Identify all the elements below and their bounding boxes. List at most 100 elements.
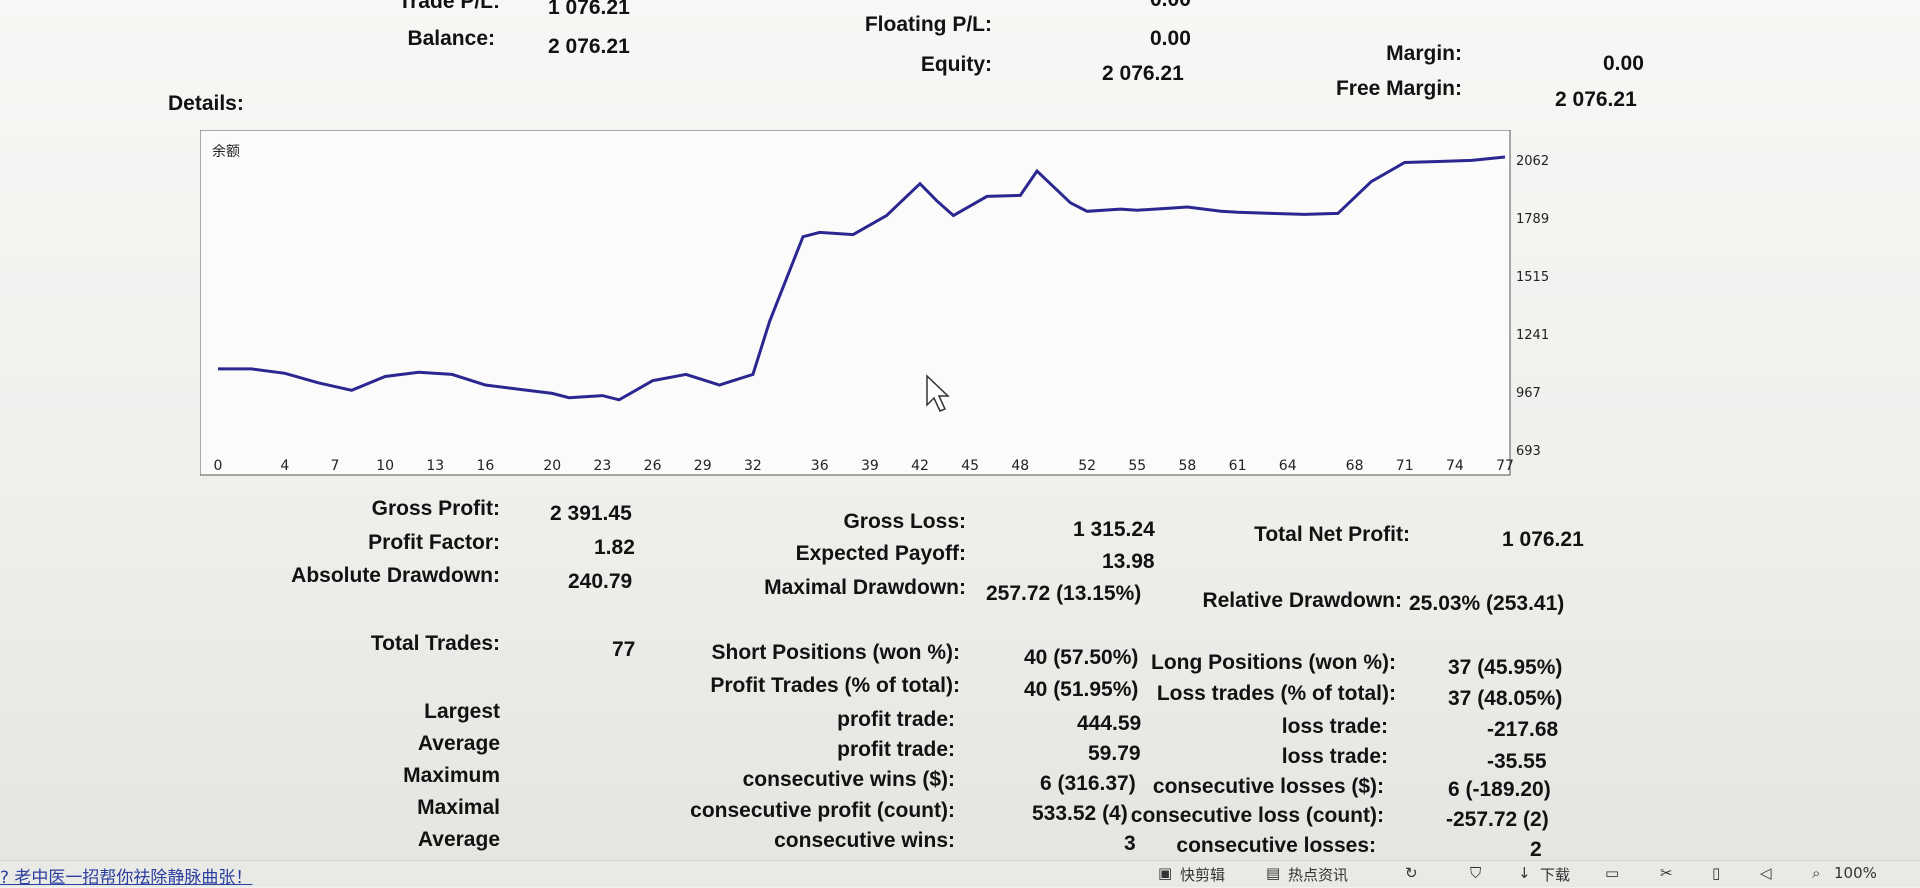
layout-icon[interactable]: ▯ (1712, 864, 1721, 882)
x-tick-label: 52 (1078, 458, 1096, 474)
avg-consec-wins-value: 3 (1124, 832, 1136, 855)
profit-trades-label: Profit Trades (% of total): (710, 674, 960, 697)
x-tick-label: 16 (477, 458, 495, 474)
x-tick-label: 7 (331, 458, 340, 474)
details-label: Details: (168, 92, 244, 115)
balance-series-line (218, 155, 1506, 402)
y-tick-label: 1789 (1516, 212, 1549, 227)
short-positions-value: 40 (57.50%) (1024, 646, 1139, 669)
total-trades-label: Total Trades: (370, 632, 500, 655)
screenshot-icon[interactable]: ✂ (1660, 864, 1673, 882)
x-tick-label: 10 (376, 458, 394, 474)
x-tick-label: 74 (1446, 458, 1464, 474)
chart-title: 余额 (212, 143, 240, 160)
x-tick-label: 55 (1128, 458, 1146, 474)
refresh-icon[interactable]: ↻ (1405, 864, 1418, 882)
trade-pl-value: 1 076.21 (548, 0, 630, 19)
gross-profit-label: Gross Profit: (371, 497, 500, 520)
x-tick-label: 20 (543, 458, 561, 474)
x-tick-label: 71 (1396, 458, 1414, 474)
x-tick-label: 29 (694, 458, 712, 474)
x-tick-label: 48 (1011, 458, 1029, 474)
y-tick-label: 2062 (1516, 154, 1549, 169)
total-trades-value: 77 (612, 638, 636, 661)
equity-value: 2 076.21 (1102, 62, 1184, 85)
avg-consec-losses-label: consecutive losses: (1176, 834, 1376, 857)
maximal-label: Maximal (417, 796, 500, 819)
balance-chart: 693 967 1241 1515 1789 2062 0 4 7 10 13 16 20 23 26 29… (199, 129, 1620, 500)
largest-label: Largest (424, 700, 500, 723)
x-tick-label: 68 (1346, 458, 1364, 474)
y-tick-label: 967 (1516, 386, 1541, 401)
browser-status-bar: ? 老中医一招帮你祛除静脉曲张！ ▣ 快剪辑 ▤ 热点资讯 ↻ ⛉ ↓ 下载 ▭… (0, 860, 1920, 888)
volume-icon[interactable]: ◁ (1760, 864, 1772, 882)
video-edit-icon: ▣ (1158, 864, 1173, 882)
loss-trades-value: 37 (48.05%) (1448, 687, 1563, 710)
maximal-drawdown-value: 257.72 (13.15%) (986, 582, 1142, 605)
relative-drawdown-value: 25.03% (253.41) (1409, 592, 1565, 615)
relative-drawdown-label: Relative Drawdown: (1202, 589, 1402, 612)
shield-icon[interactable]: ⛉ (1470, 864, 1482, 882)
free-margin-value: 2 076.21 (1555, 88, 1637, 111)
expected-payoff-value: 13.98 (1102, 550, 1155, 573)
chart-frame (199, 129, 1511, 476)
x-tick-label: 42 (911, 458, 929, 474)
average-loss-label: loss trade: (1281, 745, 1388, 768)
largest-profit-label: profit trade: (837, 708, 955, 731)
top-right-value: 0.00 (1150, 0, 1191, 12)
x-tick-label: 32 (744, 458, 762, 474)
margin-value: 0.00 (1603, 52, 1644, 75)
x-tick-label: 45 (961, 458, 979, 474)
y-tick-label: 1515 (1516, 270, 1549, 285)
max-consec-losses-label: consecutive losses ($): (1152, 775, 1384, 798)
x-tick-label: 58 (1179, 458, 1197, 474)
maximal-consec-profit-label: consecutive profit (count): (690, 799, 955, 822)
margin-label: Margin: (1386, 42, 1462, 65)
window-icon[interactable]: ▭ (1605, 864, 1620, 882)
equity-label: Equity: (920, 53, 992, 76)
download-arrow-icon: ↓ (1518, 864, 1531, 882)
x-tick-label: 26 (644, 458, 662, 474)
x-tick-label: 61 (1229, 458, 1247, 474)
absolute-drawdown-label: Absolute Drawdown: (291, 564, 500, 587)
y-tick-label: 693 (1516, 444, 1541, 459)
floating-pl-value: 0.00 (1150, 27, 1191, 50)
x-tick-label: 23 (594, 458, 612, 474)
maximum-label: Maximum (403, 764, 500, 787)
largest-loss-value: -217.68 (1487, 718, 1559, 741)
absolute-drawdown-value: 240.79 (568, 570, 633, 593)
balance-chart-svg: 693 967 1241 1515 1789 2062 0 4 7 10 13 16 20 23 26 29… (199, 129, 1549, 476)
free-margin-label: Free Margin: (1335, 77, 1462, 100)
balance-value: 2 076.21 (548, 35, 630, 58)
news-ticker-link[interactable]: ? 老中医一招帮你祛除静脉曲张！ (0, 868, 253, 888)
maximal-drawdown-label: Maximal Drawdown: (764, 576, 966, 599)
gross-loss-value: 1 315.24 (1073, 518, 1155, 541)
max-consec-wins-value: 6 (316.37) (1040, 772, 1136, 795)
x-tick-label: 0 (214, 458, 223, 474)
average-profit-label: profit trade: (837, 738, 955, 761)
tray-item-download[interactable]: 下载 (1540, 866, 1571, 884)
x-tick-label: 77 (1496, 458, 1514, 474)
news-icon: ▤ (1266, 864, 1281, 882)
floating-pl-label: Floating P/L: (864, 13, 992, 36)
balance-label: Balance: (407, 27, 495, 50)
profit-factor-value: 1.82 (594, 536, 635, 559)
loss-trades-label: Loss trades (% of total): (1156, 682, 1396, 705)
x-tick-label: 64 (1279, 458, 1297, 474)
expected-payoff-label: Expected Payoff: (795, 542, 966, 565)
y-tick-label: 1241 (1516, 328, 1549, 343)
x-tick-label: 39 (861, 458, 879, 474)
trade-pl-label: Trade P/L: (398, 0, 500, 13)
avg-consec-losses-value: 2 (1530, 838, 1542, 861)
zoom-level[interactable]: 100% (1834, 864, 1877, 882)
tray-item-news[interactable]: 热点资讯 (1288, 866, 1349, 884)
mouse-cursor-icon (926, 374, 950, 412)
tray-item-kuaijianji[interactable]: 快剪辑 (1180, 866, 1226, 884)
long-positions-label: Long Positions (won %): (1151, 651, 1396, 674)
largest-loss-label: loss trade: (1281, 715, 1388, 738)
long-positions-value: 37 (45.95%) (1448, 656, 1563, 679)
gross-loss-label: Gross Loss: (843, 510, 966, 533)
x-tick-label: 4 (280, 458, 289, 474)
total-net-profit-value: 1 076.21 (1502, 528, 1584, 551)
